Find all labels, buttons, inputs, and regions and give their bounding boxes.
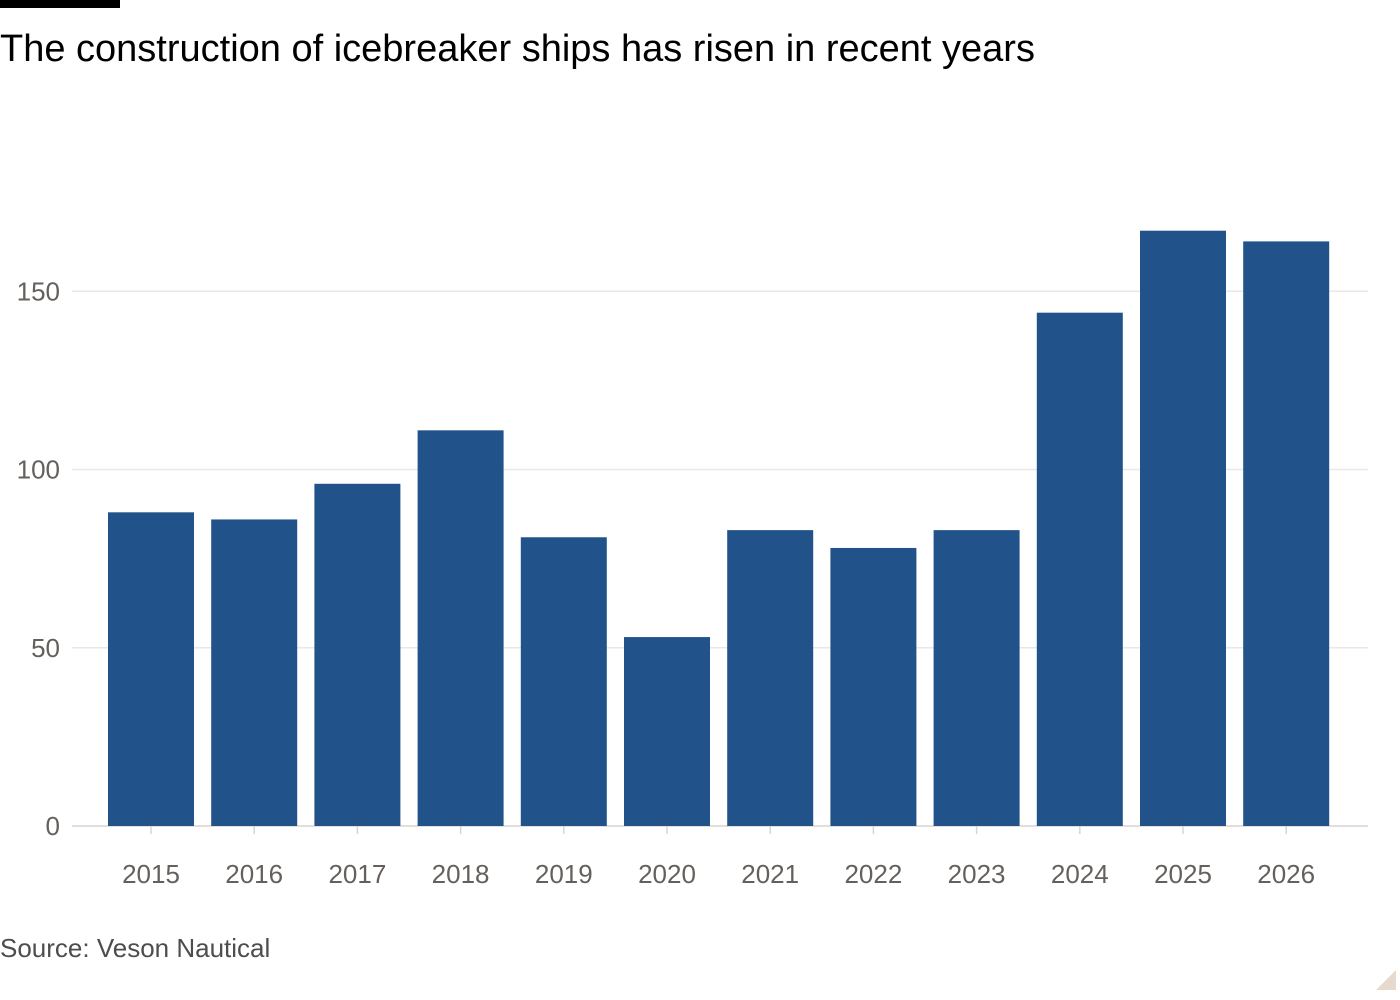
source-note: Source: Veson Nautical xyxy=(0,933,271,963)
corner-triangle-icon xyxy=(1376,970,1396,990)
bar xyxy=(520,537,607,826)
x-tick-label: 2025 xyxy=(1154,859,1212,889)
bar xyxy=(1243,241,1330,826)
y-tick-label: 0 xyxy=(46,811,60,841)
x-tick-label: 2015 xyxy=(122,859,180,889)
y-tick-label: 50 xyxy=(31,633,60,663)
y-tick-label: 100 xyxy=(17,455,60,485)
bar xyxy=(933,530,1020,826)
bar-chart: 0 50 100 150 2015 2016 2017 2018 2019 2020 2021 202… xyxy=(17,230,1368,889)
x-tick-label: 2018 xyxy=(432,859,490,889)
y-tick-label: 150 xyxy=(17,276,60,306)
x-tick-label: 2021 xyxy=(741,859,799,889)
x-tick-label: 2023 xyxy=(948,859,1006,889)
bar xyxy=(417,430,504,826)
chart-title: The construction of icebreaker ships has… xyxy=(0,28,1035,70)
x-tick-label: 2019 xyxy=(535,859,593,889)
x-tick-label: 2020 xyxy=(638,859,696,889)
bar xyxy=(108,512,194,826)
bar xyxy=(211,519,298,826)
bar xyxy=(830,547,917,826)
bar xyxy=(727,530,814,826)
x-tick-label: 2026 xyxy=(1257,859,1315,889)
x-tick-label: 2024 xyxy=(1051,859,1109,889)
x-tick-label: 2016 xyxy=(225,859,283,889)
bar xyxy=(624,637,710,826)
x-tick-label: 2017 xyxy=(328,859,386,889)
bar xyxy=(1036,312,1123,826)
bar xyxy=(1140,230,1226,827)
brand-top-bar xyxy=(0,0,120,8)
x-tick-label: 2022 xyxy=(844,859,902,889)
bar xyxy=(314,483,401,826)
